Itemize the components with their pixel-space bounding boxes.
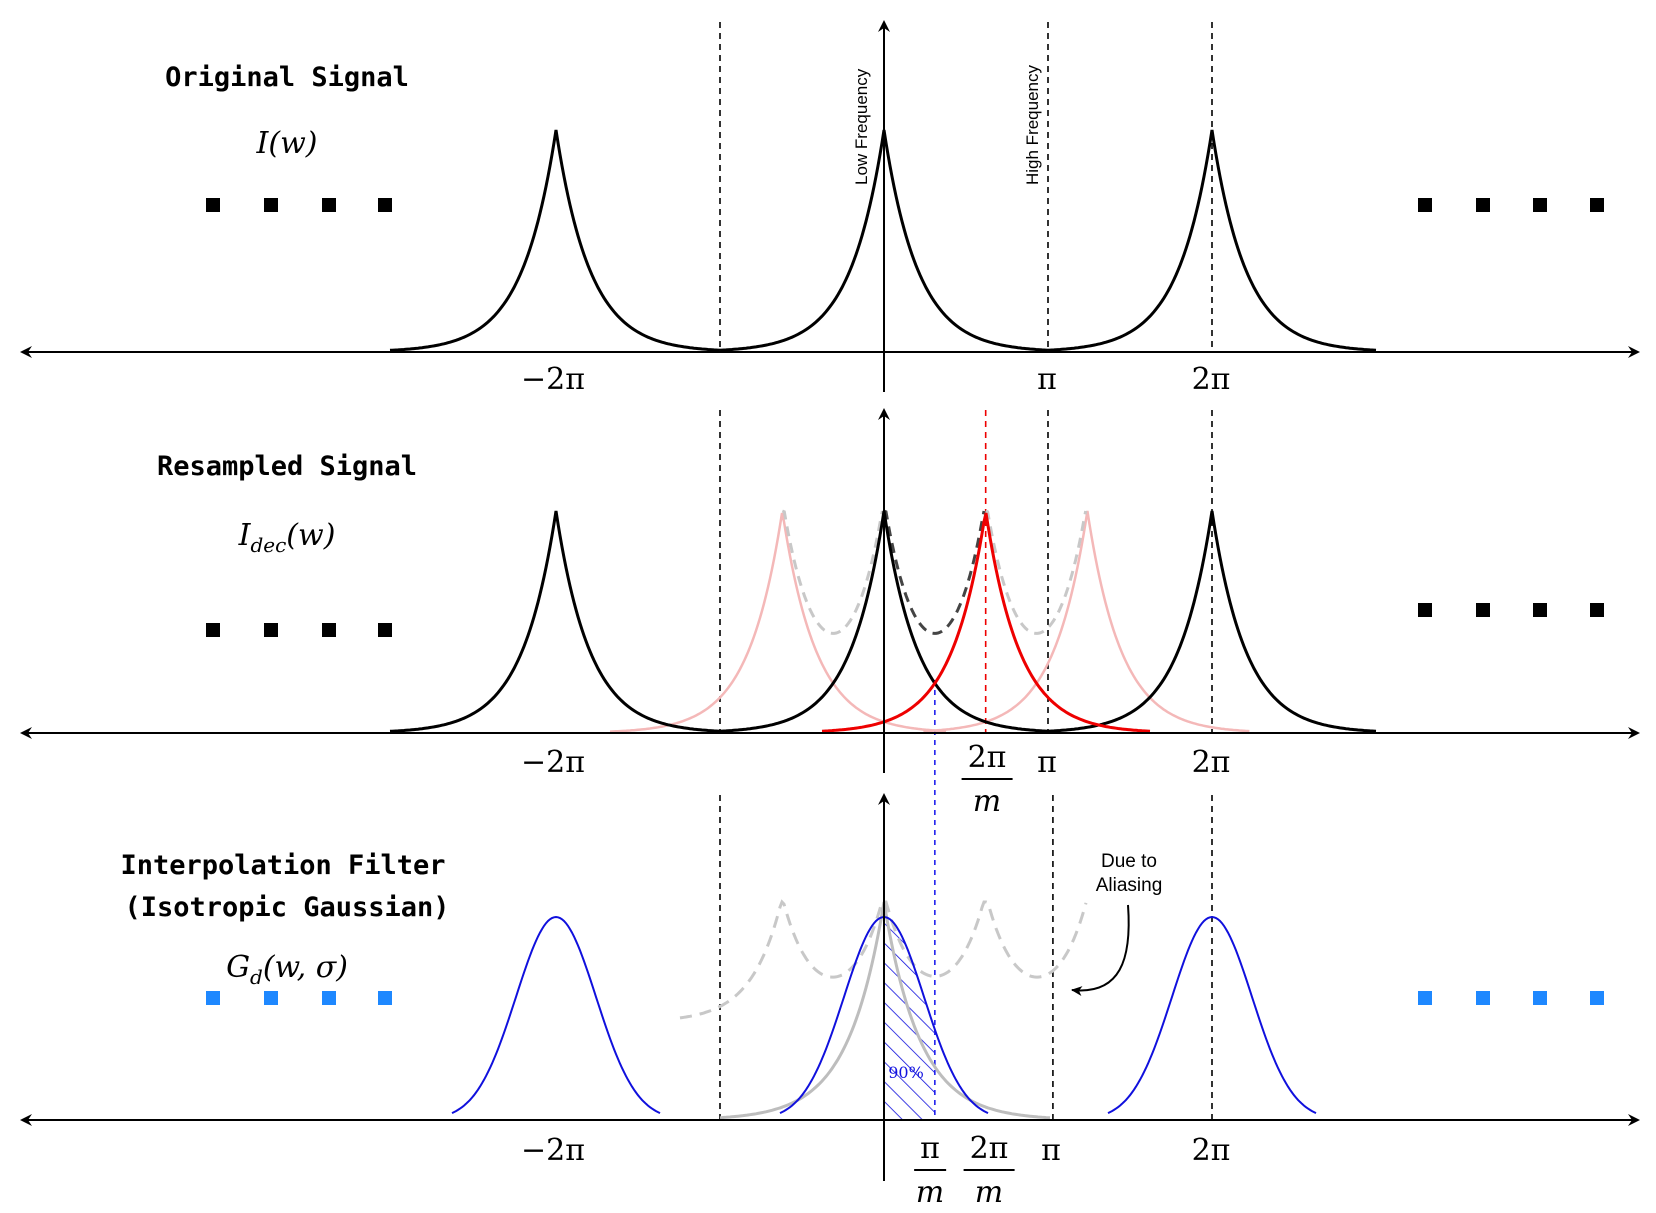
ellipsis-dot	[264, 991, 278, 1005]
filter-symbol: Gd(w, σ)	[226, 950, 348, 989]
aliased-sum-dashed	[883, 509, 986, 635]
spectrum-peak	[1047, 510, 1377, 733]
tick-label: π	[1037, 362, 1057, 397]
percent-label: 90%	[888, 1063, 924, 1082]
ellipsis-dot	[322, 623, 336, 637]
ellipsis-dot	[322, 198, 336, 212]
spectrum-peak	[389, 129, 721, 352]
ellipsis-dot	[264, 198, 278, 212]
tick-label: 2π	[1191, 362, 1231, 397]
two-pi-over-m-label: 2π m	[963, 1131, 1015, 1213]
ellipsis-dot	[1533, 603, 1547, 617]
aliased-sum-dashed	[781, 509, 884, 635]
ellipsis-dot	[378, 623, 392, 637]
spectrum-peak	[389, 510, 721, 733]
gaussian-filter	[451, 915, 661, 1114]
ellipsis-dot	[1590, 198, 1604, 212]
aliasing-annotation: Due to Aliasing	[1095, 851, 1163, 896]
gaussian-filter	[1107, 915, 1317, 1114]
ellipsis-dot	[1418, 603, 1432, 617]
tick-label: π	[1041, 1133, 1061, 1168]
tick-label: −2π	[521, 362, 585, 397]
ellipsis-dot	[1533, 991, 1547, 1005]
tick-label: 2π	[1191, 1133, 1231, 1168]
ellipsis-dot	[206, 991, 220, 1005]
tick-label: −2π	[521, 745, 585, 780]
ellipsis-dot	[1418, 991, 1432, 1005]
panel-heading: Original Signal	[165, 62, 409, 93]
shifted-copy-peak	[609, 512, 947, 733]
ellipsis-dot	[1418, 198, 1432, 212]
ellipsis-dot	[1476, 991, 1490, 1005]
annotation-arrow	[1071, 904, 1130, 997]
panel-heading: (Isotropic Gaussian)	[124, 892, 450, 923]
ellipsis-dot	[1476, 603, 1490, 617]
ellipsis-dot	[1476, 198, 1490, 212]
ellipsis-dot	[378, 198, 392, 212]
ellipsis-dot	[1590, 991, 1604, 1005]
ellipsis-dot	[264, 623, 278, 637]
low-frequency-label: Low Frequency	[852, 68, 871, 185]
tick-label: 2π	[1191, 745, 1231, 780]
ellipsis-dot	[206, 198, 220, 212]
pi-over-m-label: π m	[914, 1131, 946, 1210]
shifted-copy-peak	[923, 510, 1250, 733]
ellipsis-dot	[378, 991, 392, 1005]
axes	[20, 20, 1640, 1181]
two-pi-over-m-label: 2π m	[961, 740, 1013, 822]
panel-heading: Resampled Signal	[156, 451, 418, 482]
shifted-primary-peak	[821, 512, 1151, 733]
ellipsis-dots	[206, 198, 1604, 1005]
panel-heading: Interpolation Filter	[120, 850, 446, 881]
high-frequency-label: High Frequency	[1023, 64, 1042, 185]
guide-lines	[719, 22, 1213, 1120]
signal-symbol: Idec(w)	[238, 518, 336, 557]
spectrum-peak	[1047, 129, 1377, 352]
tick-label: π	[1037, 745, 1057, 780]
tick-label: −2π	[521, 1133, 585, 1168]
ellipsis-dot	[1590, 603, 1604, 617]
signal-symbol: I(w)	[256, 126, 318, 161]
ellipsis-dot	[206, 623, 220, 637]
ellipsis-dot	[322, 991, 336, 1005]
aliased-sum-dashed	[985, 509, 1088, 635]
aliased-filter-dashed	[679, 899, 1088, 1020]
ellipsis-dot	[1533, 198, 1547, 212]
